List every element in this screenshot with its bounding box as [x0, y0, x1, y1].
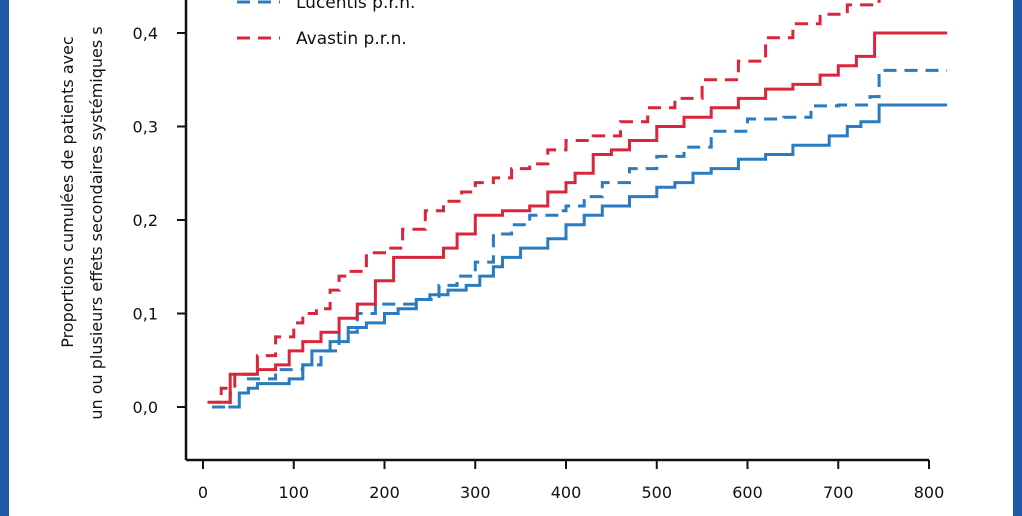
y-axis-title: Proportions cumulées de patients avec un…	[58, 26, 106, 419]
x-tick-label: 700	[823, 483, 854, 502]
x-tick-label: 600	[732, 483, 763, 502]
x-tick-label: 800	[914, 483, 945, 502]
y-tick-label: 0,2	[133, 211, 158, 230]
x-axis-ticks: 0 100 200 300 400 500 600 700 800	[198, 460, 944, 502]
series-line-1	[212, 68, 948, 409]
series-line-2	[207, 0, 881, 404]
x-tick-label: 500	[641, 483, 672, 502]
x-tick-label: 200	[369, 483, 400, 502]
x-tick-label: 400	[551, 483, 582, 502]
series-line-3	[228, 103, 948, 409]
y-tick-label: 0,0	[133, 398, 158, 417]
data-series	[207, 0, 948, 409]
legend-label: Lucentis p.r.n.	[296, 0, 415, 13]
y-tick-label: 0,1	[133, 305, 158, 324]
series-line-4	[216, 31, 948, 404]
y-tick-label: 0,3	[133, 118, 158, 137]
y-axis-ticks: 0,0 0,1 0,2 0,3 0,4	[133, 24, 186, 417]
x-tick-label: 100	[278, 483, 309, 502]
axes	[184, 0, 929, 462]
x-tick-label: 300	[460, 483, 491, 502]
y-tick-label: 0,4	[133, 24, 158, 43]
x-tick-label: 0	[198, 483, 208, 502]
y-axis-title-line-1: Proportions cumulées de patients avec	[58, 36, 77, 348]
legend: Lucentis p.r.n. Avastin p.r.n.	[237, 0, 415, 49]
legend-label: Avastin p.r.n.	[296, 29, 407, 49]
y-axis-title-line-2: un ou plusieurs effets secondaires systé…	[87, 26, 106, 419]
